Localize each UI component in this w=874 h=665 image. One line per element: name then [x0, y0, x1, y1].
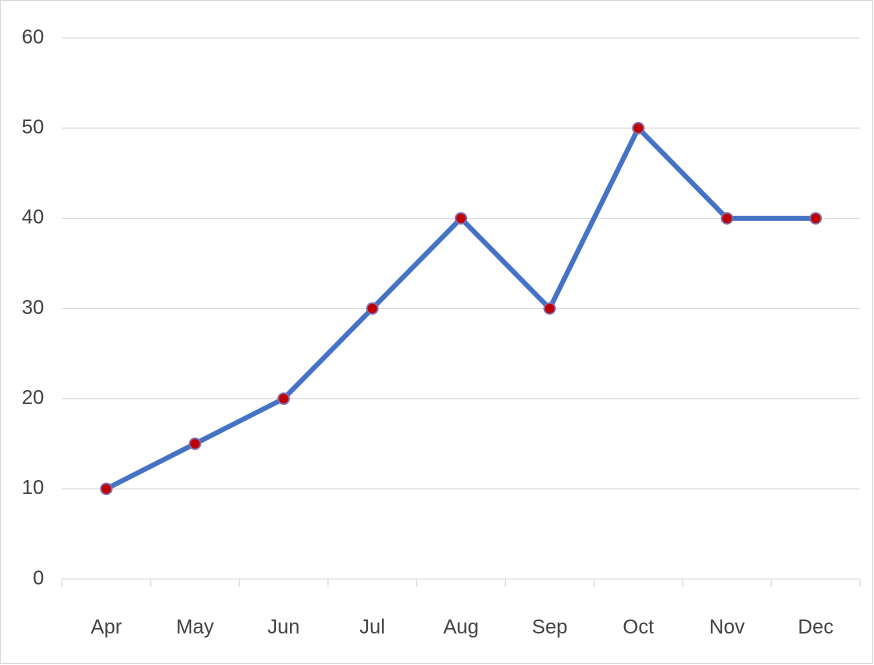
x-tick-label: Nov	[709, 616, 745, 638]
data-marker	[277, 392, 290, 405]
data-marker	[632, 121, 645, 135]
x-tick-label: Aug	[443, 616, 479, 638]
x-tick-label: May	[176, 616, 214, 638]
y-tick-label: 40	[22, 207, 44, 229]
y-tick-label: 50	[22, 116, 44, 138]
x-tick-label: Oct	[623, 616, 655, 638]
x-tick-label: Dec	[798, 616, 834, 638]
y-tick-label: 60	[22, 26, 44, 48]
data-marker	[188, 437, 202, 450]
data-marker	[720, 212, 734, 225]
y-tick-label: 0	[33, 567, 44, 589]
x-tick-label: Jun	[268, 616, 300, 638]
y-tick-label: 20	[22, 387, 44, 409]
data-marker	[100, 482, 113, 496]
data-marker	[454, 212, 468, 225]
x-tick-label: Sep	[532, 616, 568, 638]
x-tick-label: Jul	[360, 616, 386, 638]
data-marker	[543, 302, 556, 315]
y-tick-label: 10	[22, 477, 44, 499]
x-tick-label: Apr	[91, 616, 122, 638]
y-tick-label: 30	[22, 297, 44, 319]
data-marker	[366, 302, 379, 315]
data-marker	[809, 212, 822, 225]
